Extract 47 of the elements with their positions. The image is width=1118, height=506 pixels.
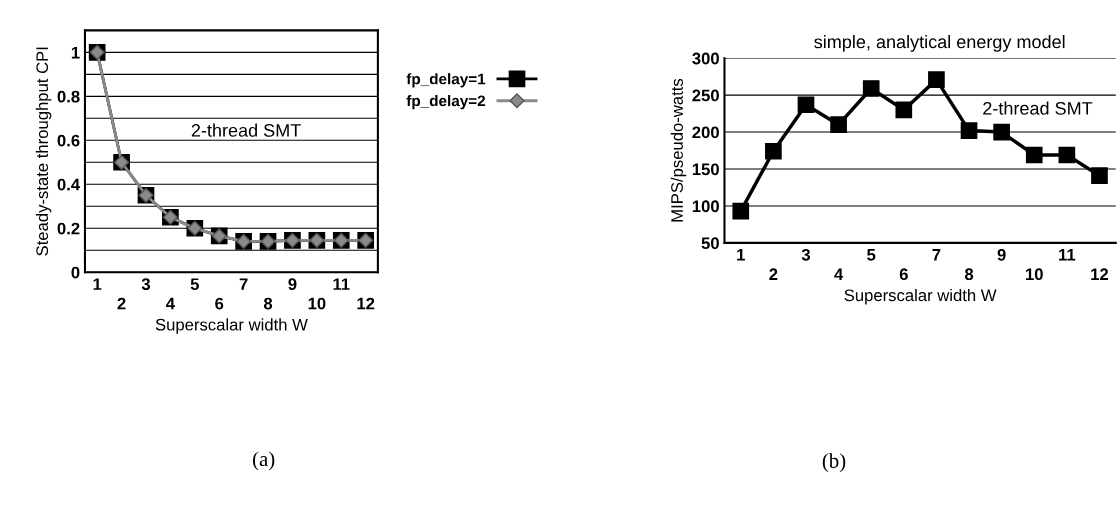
x-tick-label: 11	[1059, 249, 1076, 261]
text: (a)	[253, 451, 275, 471]
x-tick-label: 7	[239, 278, 248, 290]
x-tick-label: 12	[1091, 268, 1109, 280]
x-axis-title: Superscalar width W	[844, 288, 997, 305]
legend-label: fp_delay=2	[406, 95, 486, 110]
legend-label: fp_delay=1	[406, 73, 486, 88]
x-tick-label: 7	[932, 249, 941, 261]
x-tick-label: 1	[737, 249, 745, 261]
x-tick-label: 4	[166, 297, 175, 310]
x-tick-label: 2	[117, 297, 126, 310]
annotation: 2-thread SMT	[191, 123, 301, 137]
x-axis-title: Superscalar width W	[155, 318, 308, 334]
y-tick-label: 100	[692, 200, 719, 213]
y-tick-label: 150	[692, 163, 719, 176]
x-tick-label: 2	[769, 268, 778, 280]
annotation: 2-thread SMT	[983, 101, 1093, 115]
y-tick-label: 0.2	[57, 222, 80, 235]
x-tick-label: 12	[357, 297, 375, 310]
x-tick-label: 3	[801, 248, 811, 261]
x-tick-label: 10	[308, 297, 326, 310]
y-axis-title: MIPS/pseudo-watts	[670, 78, 687, 222]
y-tick-label: 1	[71, 46, 80, 59]
x-tick-label: 8	[263, 297, 273, 310]
x-tick-label: 10	[1026, 268, 1043, 281]
y-tick-label: 200	[692, 126, 719, 139]
x-tick-label: 6	[215, 297, 224, 310]
x-tick-label: 1	[93, 278, 102, 290]
x-tick-label: 8	[964, 268, 974, 281]
text: (b)	[822, 453, 846, 473]
x-tick-label: 3	[141, 278, 151, 291]
y-tick-label: 50	[701, 237, 719, 250]
x-tick-label: 6	[899, 268, 908, 281]
x-tick-label: 11	[333, 278, 350, 290]
x-tick-label: 5	[190, 278, 199, 291]
y-tick-label: 0.6	[57, 134, 80, 147]
x-tick-label: 5	[867, 249, 876, 261]
text: simple, analytical energy model	[814, 35, 1065, 52]
y-tick-label: 0.4	[57, 178, 81, 191]
x-tick-label: 9	[997, 248, 1006, 261]
x-tick-label: 9	[288, 278, 297, 291]
y-tick-label: 300	[692, 52, 719, 65]
y-tick-label: 0.8	[57, 90, 80, 103]
y-tick-label: 250	[692, 89, 719, 102]
x-tick-label: 4	[834, 268, 844, 280]
y-tick-label: 0	[71, 266, 80, 279]
y-axis-title: Steady-state throughput CPI	[35, 47, 52, 256]
